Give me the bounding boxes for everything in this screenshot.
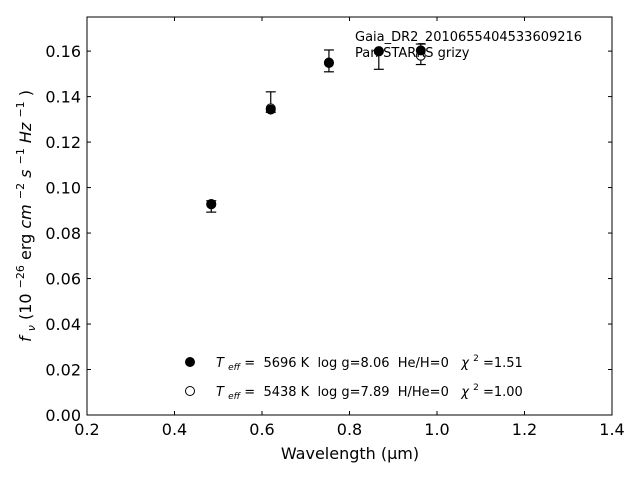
y-label-cm: cm (16, 204, 35, 228)
y-tick-label: 0.04 (45, 315, 81, 334)
y-tick-label: 0.16 (45, 42, 81, 61)
data-point-filled (265, 104, 276, 115)
legend-1-text2: =1.51 (483, 356, 523, 371)
legend-marker-filled (185, 357, 195, 367)
y-tick-label: 0.06 (45, 270, 81, 289)
y-tick-label: 0.02 (45, 361, 81, 380)
y-label-f-sub: ν (25, 325, 38, 331)
y-tick-label: 0.10 (45, 179, 81, 198)
annotation-line-1: Gaia_DR2_2010655404533609216 (355, 30, 582, 45)
y-label-exp3: −1 (14, 148, 27, 164)
y-tick-label: 0.08 (45, 224, 81, 243)
legend-1-teff: T (216, 356, 225, 371)
data-layer (206, 43, 426, 213)
legend: T eff = 5696 K log g=8.06 He/H=0 χ 2 =1.… (185, 350, 523, 403)
ticks-layer: 0.2 0.4 0.6 0.8 1.0 1.2 1.4 0.00 0.02 0.04 0.06 0.0… (45, 17, 625, 439)
data-point-filled (415, 45, 426, 56)
y-label-s: s (16, 169, 35, 177)
data-point-filled (373, 46, 384, 57)
y-label-exp4: −1 (14, 101, 27, 117)
y-axis-label: f ν (10 −26 erg cm −2 s −1 Hz −1 ) (9, 90, 39, 342)
legend-1-text: = 5696 K log g=8.06 He/H=0 (244, 356, 457, 371)
legend-2-text2: =1.00 (483, 385, 523, 400)
x-tick-label: 1.4 (599, 420, 624, 439)
x-tick-label: 0.8 (337, 420, 362, 439)
y-label-erg: erg (16, 229, 35, 260)
legend-1-chi: χ (460, 356, 470, 371)
legend-2-teff-sub: eff (228, 392, 242, 402)
y-tick-label: 0.14 (45, 88, 81, 107)
legend-entry-2: T eff = 5438 K log g=7.89 H/He=0 χ 2 =1.… (216, 379, 523, 403)
x-axis-label: Wavelength (μm) (281, 444, 419, 463)
data-point-filled (323, 57, 334, 68)
legend-2-teff: T (216, 385, 225, 400)
y-label-f: f (16, 334, 35, 342)
y-label-exp1: −26 (14, 265, 27, 288)
y-label-exp2: −2 (14, 183, 27, 199)
annotation-line-2: Pan-STARRS grizy (355, 46, 470, 61)
y-tick-label: 0.00 (45, 406, 81, 425)
x-tick-label: 0.4 (162, 420, 187, 439)
legend-1-chi-exp: 2 (473, 354, 479, 364)
x-tick-label: 0.2 (74, 420, 99, 439)
x-tick-label: 1.2 (512, 420, 537, 439)
y-label-close: ) (16, 90, 35, 96)
legend-2-chi: χ (460, 385, 470, 400)
x-tick-label: 0.6 (249, 420, 274, 439)
legend-marker-open (185, 386, 195, 396)
y-label-open: (10 (16, 293, 35, 320)
legend-2-text: = 5438 K log g=7.89 H/He=0 (244, 385, 457, 400)
legend-entry-1: T eff = 5696 K log g=8.06 He/H=0 χ 2 =1.… (216, 350, 523, 374)
y-tick-label: 0.12 (45, 133, 81, 152)
legend-1-teff-sub: eff (228, 363, 242, 373)
data-point-filled (206, 198, 217, 209)
legend-2-chi-exp: 2 (473, 383, 479, 393)
x-tick-label: 1.0 (424, 420, 449, 439)
y-label-hz: Hz (16, 122, 35, 143)
